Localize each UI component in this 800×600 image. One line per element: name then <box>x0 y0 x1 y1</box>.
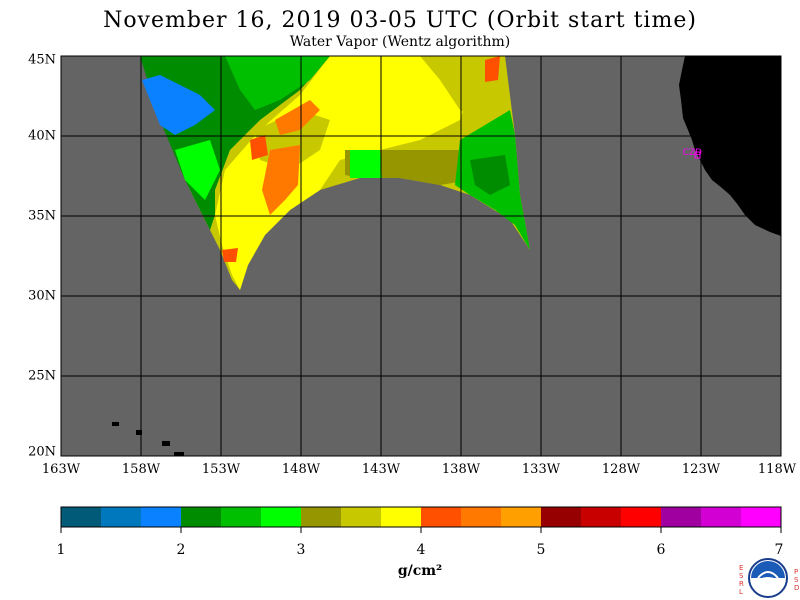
longitude-label: 123W <box>681 462 721 477</box>
latitude-label: 45N <box>28 52 56 68</box>
colorbar-tick-label: 5 <box>536 542 546 558</box>
longitude-label: 143W <box>361 462 401 477</box>
colorbar-swatch <box>341 507 382 527</box>
station-marker <box>694 151 701 159</box>
longitude-label: 163W <box>41 462 81 477</box>
latitude-label: 30N <box>28 288 56 304</box>
colorbar <box>60 506 782 533</box>
map-title: November 16, 2019 03-05 UTC (Orbit start… <box>103 8 697 33</box>
swath-orange-1 <box>262 145 300 215</box>
colorbar-swatch <box>621 507 662 527</box>
latitude-label: 35N <box>28 208 56 224</box>
swath-orange-2 <box>275 100 320 135</box>
colorbar-swatch <box>541 507 582 527</box>
swath-green-3 <box>175 140 220 200</box>
latitude-label: 20N <box>28 444 56 460</box>
swath-green-east-dark <box>470 155 510 195</box>
colorbar-swatch <box>61 507 102 527</box>
colorbar-swatch <box>421 507 462 527</box>
latitude-label: 25N <box>28 368 56 384</box>
swath-olive-2 <box>420 56 505 120</box>
longitude-label: 158W <box>121 462 161 477</box>
swath-blue <box>142 75 215 135</box>
colorbar-swatch <box>741 507 782 527</box>
hawaii-island-big <box>174 452 184 456</box>
longitude-label: 133W <box>521 462 561 477</box>
colorbar-swatch <box>381 507 422 527</box>
colorbar-swatch <box>181 507 222 527</box>
map-subtitle: Water Vapor (Wentz algorithm) <box>289 34 511 50</box>
colorbar-swatch <box>581 507 622 527</box>
map-frame <box>60 55 782 457</box>
colorbar-swatch <box>461 507 502 527</box>
hawaii-island-maui <box>162 441 170 446</box>
colorbar-swatch <box>141 507 182 527</box>
swath-green-mid <box>350 150 382 178</box>
colorbar-swatch <box>261 507 302 527</box>
colorbar-tick-label: 7 <box>774 542 784 558</box>
swath-orange-3 <box>250 135 268 160</box>
california-land <box>679 56 781 236</box>
noaa-emblem <box>748 558 788 598</box>
colorbar-swatch <box>501 507 542 527</box>
colorbar-swatch <box>661 507 702 527</box>
swath-green-2 <box>225 56 330 110</box>
longitude-label: 118W <box>757 462 797 477</box>
colorbar-tick-label: 2 <box>176 542 186 558</box>
colorbar-units: g/cm² <box>397 563 443 579</box>
colorbar-tick-label: 3 <box>296 542 306 558</box>
colorbar-swatch <box>101 507 142 527</box>
colorbar-swatch <box>701 507 742 527</box>
colorbar-tick-label: 1 <box>56 542 66 558</box>
colorbar-tick-label: 4 <box>416 542 426 558</box>
hawaii-island-kauai <box>112 422 119 426</box>
longitude-label: 153W <box>201 462 241 477</box>
swath-orange-5 <box>222 248 238 262</box>
longitude-label: 128W <box>601 462 641 477</box>
swath-data <box>140 56 530 290</box>
swath-orange-4 <box>485 56 500 82</box>
latitude-label: 40N <box>28 128 56 144</box>
colorbar-swatch <box>301 507 342 527</box>
longitude-label: 138W <box>441 462 481 477</box>
hawaii-island-oahu <box>136 430 142 435</box>
colorbar-tick-label: 6 <box>656 542 666 558</box>
longitude-label: 148W <box>281 462 321 477</box>
swath-yellow <box>215 56 470 290</box>
station-label: CZD <box>682 148 702 158</box>
colorbar-swatch <box>221 507 262 527</box>
